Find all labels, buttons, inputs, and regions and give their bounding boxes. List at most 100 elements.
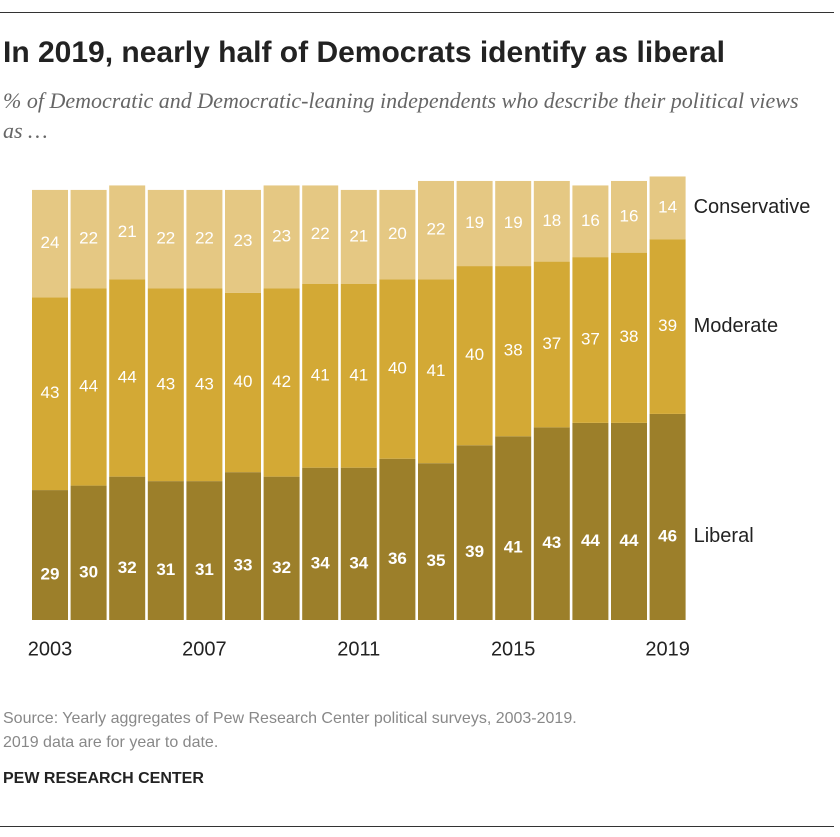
- data-label: 40: [388, 359, 407, 378]
- bar-segment: [32, 189, 68, 298]
- bar-segment: [533, 180, 570, 262]
- bar-segment: [186, 288, 223, 482]
- data-label: 37: [542, 334, 561, 353]
- data-label: 41: [349, 365, 368, 384]
- x-tick-label: 2011: [337, 638, 380, 660]
- bar-segment: [611, 180, 647, 253]
- data-label: 24: [41, 233, 60, 252]
- bar-segment: [147, 481, 184, 620]
- data-label: 19: [465, 213, 484, 232]
- bar-segment: [418, 180, 454, 280]
- bar-segment: [456, 180, 493, 267]
- data-label: 44: [620, 531, 639, 550]
- data-label: 30: [79, 562, 98, 581]
- bar-segment: [340, 467, 377, 620]
- bar-segment: [32, 297, 68, 491]
- bar-segment: [109, 279, 146, 477]
- data-label: 40: [465, 345, 484, 364]
- bar-segment: [263, 476, 300, 620]
- data-label: 22: [311, 224, 330, 243]
- data-label: 39: [465, 542, 484, 561]
- data-label: 40: [234, 372, 253, 391]
- bar-segment: [533, 427, 570, 620]
- bar-segment: [70, 288, 107, 486]
- data-label: 31: [156, 560, 175, 579]
- data-label: 16: [620, 206, 639, 225]
- data-label: 19: [504, 213, 523, 232]
- bar-segment: [147, 288, 184, 482]
- data-label: 35: [427, 551, 446, 570]
- data-label: 16: [581, 211, 600, 230]
- data-label: 33: [234, 556, 253, 575]
- data-label: 23: [272, 226, 291, 245]
- data-label: 41: [427, 361, 446, 380]
- bar-segment: [225, 189, 261, 293]
- bar-segment: [572, 422, 609, 620]
- bar-segment: [147, 189, 184, 289]
- bar-segment: [611, 252, 647, 423]
- bar-segment: [495, 436, 532, 620]
- x-tick-label: 2019: [645, 638, 690, 660]
- bar-segment: [109, 476, 146, 620]
- bar-segment: [340, 189, 377, 284]
- bar-segment: [379, 189, 416, 280]
- bar-segment: [456, 445, 493, 620]
- brand: PEW RESEARCH CENTER: [3, 770, 204, 787]
- bar-segment: [495, 180, 532, 267]
- bar-segment: [649, 413, 686, 620]
- chart: 2003 29 43 24 30 44 22 32 44 21 31 43 22 2007 31 43 22 33…: [28, 176, 811, 660]
- bar-segment: [572, 185, 609, 258]
- legend-label: Moderate: [694, 315, 779, 337]
- data-label: 22: [156, 229, 175, 248]
- legend-label: Conservative: [694, 196, 811, 218]
- data-label: 32: [272, 558, 291, 577]
- data-label: 21: [349, 226, 368, 245]
- data-label: 14: [658, 197, 677, 216]
- data-label: 43: [195, 374, 214, 393]
- bar-segment: [418, 463, 454, 620]
- data-label: 44: [118, 368, 137, 387]
- bar-segment: [302, 467, 339, 620]
- bar-segment: [263, 288, 300, 477]
- data-label: 34: [349, 553, 368, 572]
- bar-segment: [186, 189, 223, 289]
- bar-segment: [649, 176, 686, 240]
- data-label: 18: [542, 211, 561, 230]
- data-label: 43: [41, 383, 60, 402]
- bar-segment: [572, 257, 609, 423]
- bottom-rule: [0, 826, 834, 827]
- bar-segment: [225, 472, 261, 620]
- bar-segment: [302, 284, 339, 468]
- bar-segment: [611, 422, 647, 620]
- data-label: 39: [658, 316, 677, 335]
- top-rule: [0, 12, 834, 13]
- chart-title: In 2019, nearly half of Democrats identi…: [3, 36, 725, 69]
- bar-segment: [225, 292, 261, 473]
- bar-segment: [495, 266, 532, 437]
- data-label: 37: [581, 329, 600, 348]
- data-label: 23: [234, 231, 253, 250]
- x-tick-label: 2007: [182, 638, 227, 660]
- data-label: 22: [79, 229, 98, 248]
- bar-segment: [379, 279, 416, 459]
- data-label: 38: [504, 341, 523, 360]
- data-label: 34: [311, 553, 330, 572]
- data-label: 43: [156, 374, 175, 393]
- bar-segment: [109, 185, 146, 280]
- data-label: 32: [118, 558, 137, 577]
- data-label: 22: [195, 229, 214, 248]
- bar-segment: [649, 239, 686, 414]
- data-label: 44: [581, 531, 600, 550]
- bar-segment: [186, 481, 223, 620]
- data-label: 41: [504, 538, 523, 557]
- bar-segment: [70, 485, 107, 620]
- bar-segment: [302, 185, 339, 284]
- chart-subtitle: % of Democratic and Democratic-leaning i…: [3, 88, 799, 143]
- data-label: 43: [542, 533, 561, 552]
- bar-segment: [418, 279, 454, 464]
- data-label: 22: [427, 220, 446, 239]
- data-label: 42: [272, 372, 291, 391]
- bar-segment: [32, 490, 68, 620]
- data-label: 31: [195, 560, 214, 579]
- source-note: Source: Yearly aggregates of Pew Researc…: [3, 710, 577, 727]
